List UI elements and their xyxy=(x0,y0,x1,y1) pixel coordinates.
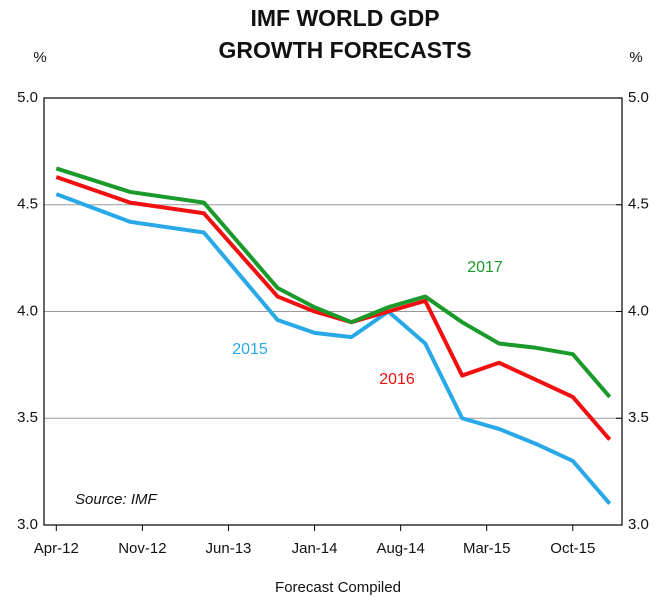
series-label: 2016 xyxy=(379,371,415,388)
y2-tick-label: 4.5 xyxy=(628,196,649,213)
x-tick-label: Mar-15 xyxy=(463,540,511,557)
y-tick-label: 5.0 xyxy=(17,89,38,106)
y2-tick-label: 4.0 xyxy=(628,302,649,319)
y-tick-label: 3.0 xyxy=(17,516,38,533)
chart-title: IMF WORLD GDP xyxy=(250,5,439,31)
x-tick-label: Aug-14 xyxy=(376,540,424,557)
y2-tick-label: 3.0 xyxy=(628,516,649,533)
series-label: 2017 xyxy=(467,259,503,276)
series-label: 2015 xyxy=(232,341,268,358)
chart-title: GROWTH FORECASTS xyxy=(219,37,472,63)
plot-frame xyxy=(43,97,623,526)
y-tick-label: 3.5 xyxy=(17,409,38,426)
series-line xyxy=(55,192,612,505)
x-tick-label: Jun-13 xyxy=(206,540,252,557)
x-tick-label: Nov-12 xyxy=(118,540,166,557)
source-note: Source: IMF xyxy=(75,491,158,508)
y2-tick-label: 5.0 xyxy=(628,89,649,106)
x-axis-label: Forecast Compiled xyxy=(275,579,401,596)
y-axis-label: % xyxy=(33,49,46,66)
y2-axis-label: % xyxy=(629,49,642,66)
series-line xyxy=(55,166,612,399)
x-tick-label: Apr-12 xyxy=(34,540,79,557)
x-tick-label: Jan-14 xyxy=(292,540,338,557)
x-tick-label: Oct-15 xyxy=(550,540,595,557)
y-tick-label: 4.0 xyxy=(17,302,38,319)
y-tick-label: 4.5 xyxy=(17,196,38,213)
y2-tick-label: 3.5 xyxy=(628,409,649,426)
series-line xyxy=(55,175,612,441)
